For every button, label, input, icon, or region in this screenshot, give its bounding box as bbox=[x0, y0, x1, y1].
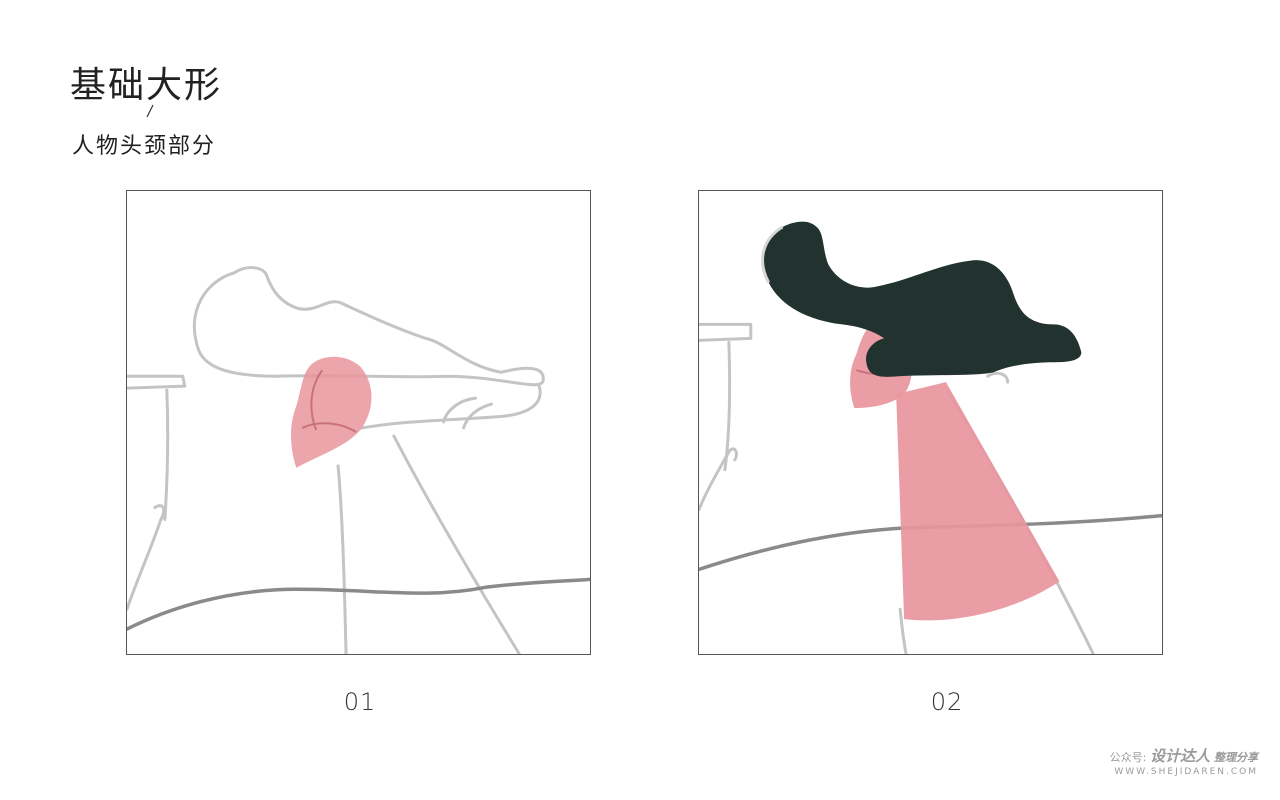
panel-step-2 bbox=[698, 190, 1163, 655]
page-title: 基础大形 bbox=[70, 65, 223, 106]
watermark-line: 公众号: 设计达人 整理分享 bbox=[1110, 748, 1258, 766]
watermark-brand: 设计达人 bbox=[1150, 747, 1211, 765]
panel-label-2: 02 bbox=[930, 688, 964, 716]
page-subtitle: 人物头颈部分 bbox=[72, 134, 217, 159]
panel-label-1: 01 bbox=[343, 688, 377, 716]
watermark-site: WWW.SHEJIDAREN.COM bbox=[1114, 767, 1258, 777]
panel-step-1 bbox=[126, 190, 591, 655]
sketch-illustration-1 bbox=[127, 266, 590, 654]
watermark: 公众号: 设计达人 整理分享 WWW.SHEJIDAREN.COM bbox=[1110, 748, 1258, 778]
slash-divider bbox=[146, 104, 154, 118]
watermark-prefix: 公众号: bbox=[1109, 751, 1147, 764]
sketch-illustration-2 bbox=[699, 221, 1162, 654]
watermark-suffix: 整理分享 bbox=[1214, 751, 1258, 764]
